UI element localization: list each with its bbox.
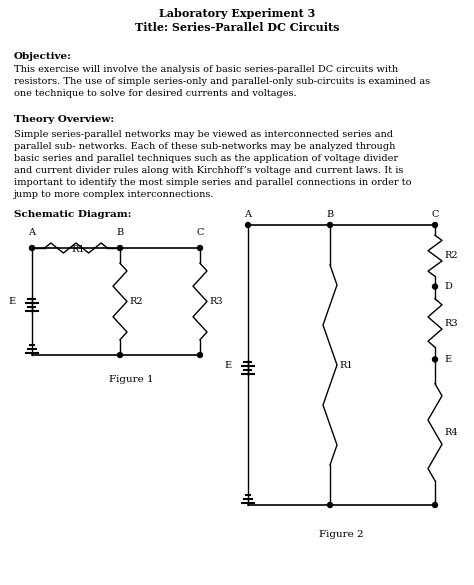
Text: R2: R2 bbox=[444, 252, 457, 260]
Text: R3: R3 bbox=[444, 318, 457, 328]
Circle shape bbox=[328, 503, 332, 508]
Text: Figure 2: Figure 2 bbox=[319, 530, 364, 539]
Text: and current divider rules along with Kirchhoff’s voltage and current laws. It is: and current divider rules along with Kir… bbox=[14, 166, 403, 175]
Text: B: B bbox=[327, 210, 334, 219]
Circle shape bbox=[29, 246, 35, 250]
Text: Simple series-parallel networks may be viewed as interconnected series and: Simple series-parallel networks may be v… bbox=[14, 130, 393, 139]
Text: E: E bbox=[444, 355, 451, 364]
Text: Objective:: Objective: bbox=[14, 52, 72, 61]
Text: R2: R2 bbox=[129, 297, 143, 306]
Circle shape bbox=[198, 246, 202, 250]
Circle shape bbox=[198, 353, 202, 357]
Circle shape bbox=[118, 353, 122, 357]
Text: important to identify the most simple series and parallel connections in order t: important to identify the most simple se… bbox=[14, 178, 411, 187]
Text: A: A bbox=[245, 210, 252, 219]
Text: A: A bbox=[28, 228, 36, 237]
Text: Theory Overview:: Theory Overview: bbox=[14, 115, 114, 124]
Text: This exercise will involve the analysis of basic series-parallel DC circuits wit: This exercise will involve the analysis … bbox=[14, 65, 398, 74]
Text: B: B bbox=[117, 228, 124, 237]
Circle shape bbox=[118, 246, 122, 250]
Circle shape bbox=[432, 503, 438, 508]
Text: one technique to solve for desired currents and voltages.: one technique to solve for desired curre… bbox=[14, 89, 297, 98]
Circle shape bbox=[246, 222, 250, 228]
Text: Title: Series-Parallel DC Circuits: Title: Series-Parallel DC Circuits bbox=[135, 22, 339, 33]
Text: Figure 1: Figure 1 bbox=[109, 375, 153, 384]
Text: R4: R4 bbox=[444, 428, 457, 436]
Circle shape bbox=[432, 222, 438, 228]
Circle shape bbox=[432, 284, 438, 289]
Text: Schematic Diagram:: Schematic Diagram: bbox=[14, 210, 131, 219]
Text: jump to more complex interconnections.: jump to more complex interconnections. bbox=[14, 190, 215, 199]
Text: resistors. The use of simple series-only and parallel-only sub-circuits is exami: resistors. The use of simple series-only… bbox=[14, 77, 430, 86]
Text: C: C bbox=[196, 228, 204, 237]
Text: Laboratory Experiment 3: Laboratory Experiment 3 bbox=[159, 8, 315, 19]
Text: E: E bbox=[225, 360, 232, 370]
Circle shape bbox=[432, 357, 438, 362]
Text: C: C bbox=[431, 210, 439, 219]
Text: parallel sub- networks. Each of these sub-networks may be analyzed through: parallel sub- networks. Each of these su… bbox=[14, 142, 395, 151]
Text: R3: R3 bbox=[209, 297, 223, 306]
Text: basic series and parallel techniques such as the application of voltage divider: basic series and parallel techniques suc… bbox=[14, 154, 398, 163]
Circle shape bbox=[328, 222, 332, 228]
Text: E: E bbox=[9, 297, 16, 306]
Text: R1: R1 bbox=[339, 360, 353, 370]
Text: D: D bbox=[444, 282, 452, 291]
Text: R1: R1 bbox=[71, 245, 85, 254]
